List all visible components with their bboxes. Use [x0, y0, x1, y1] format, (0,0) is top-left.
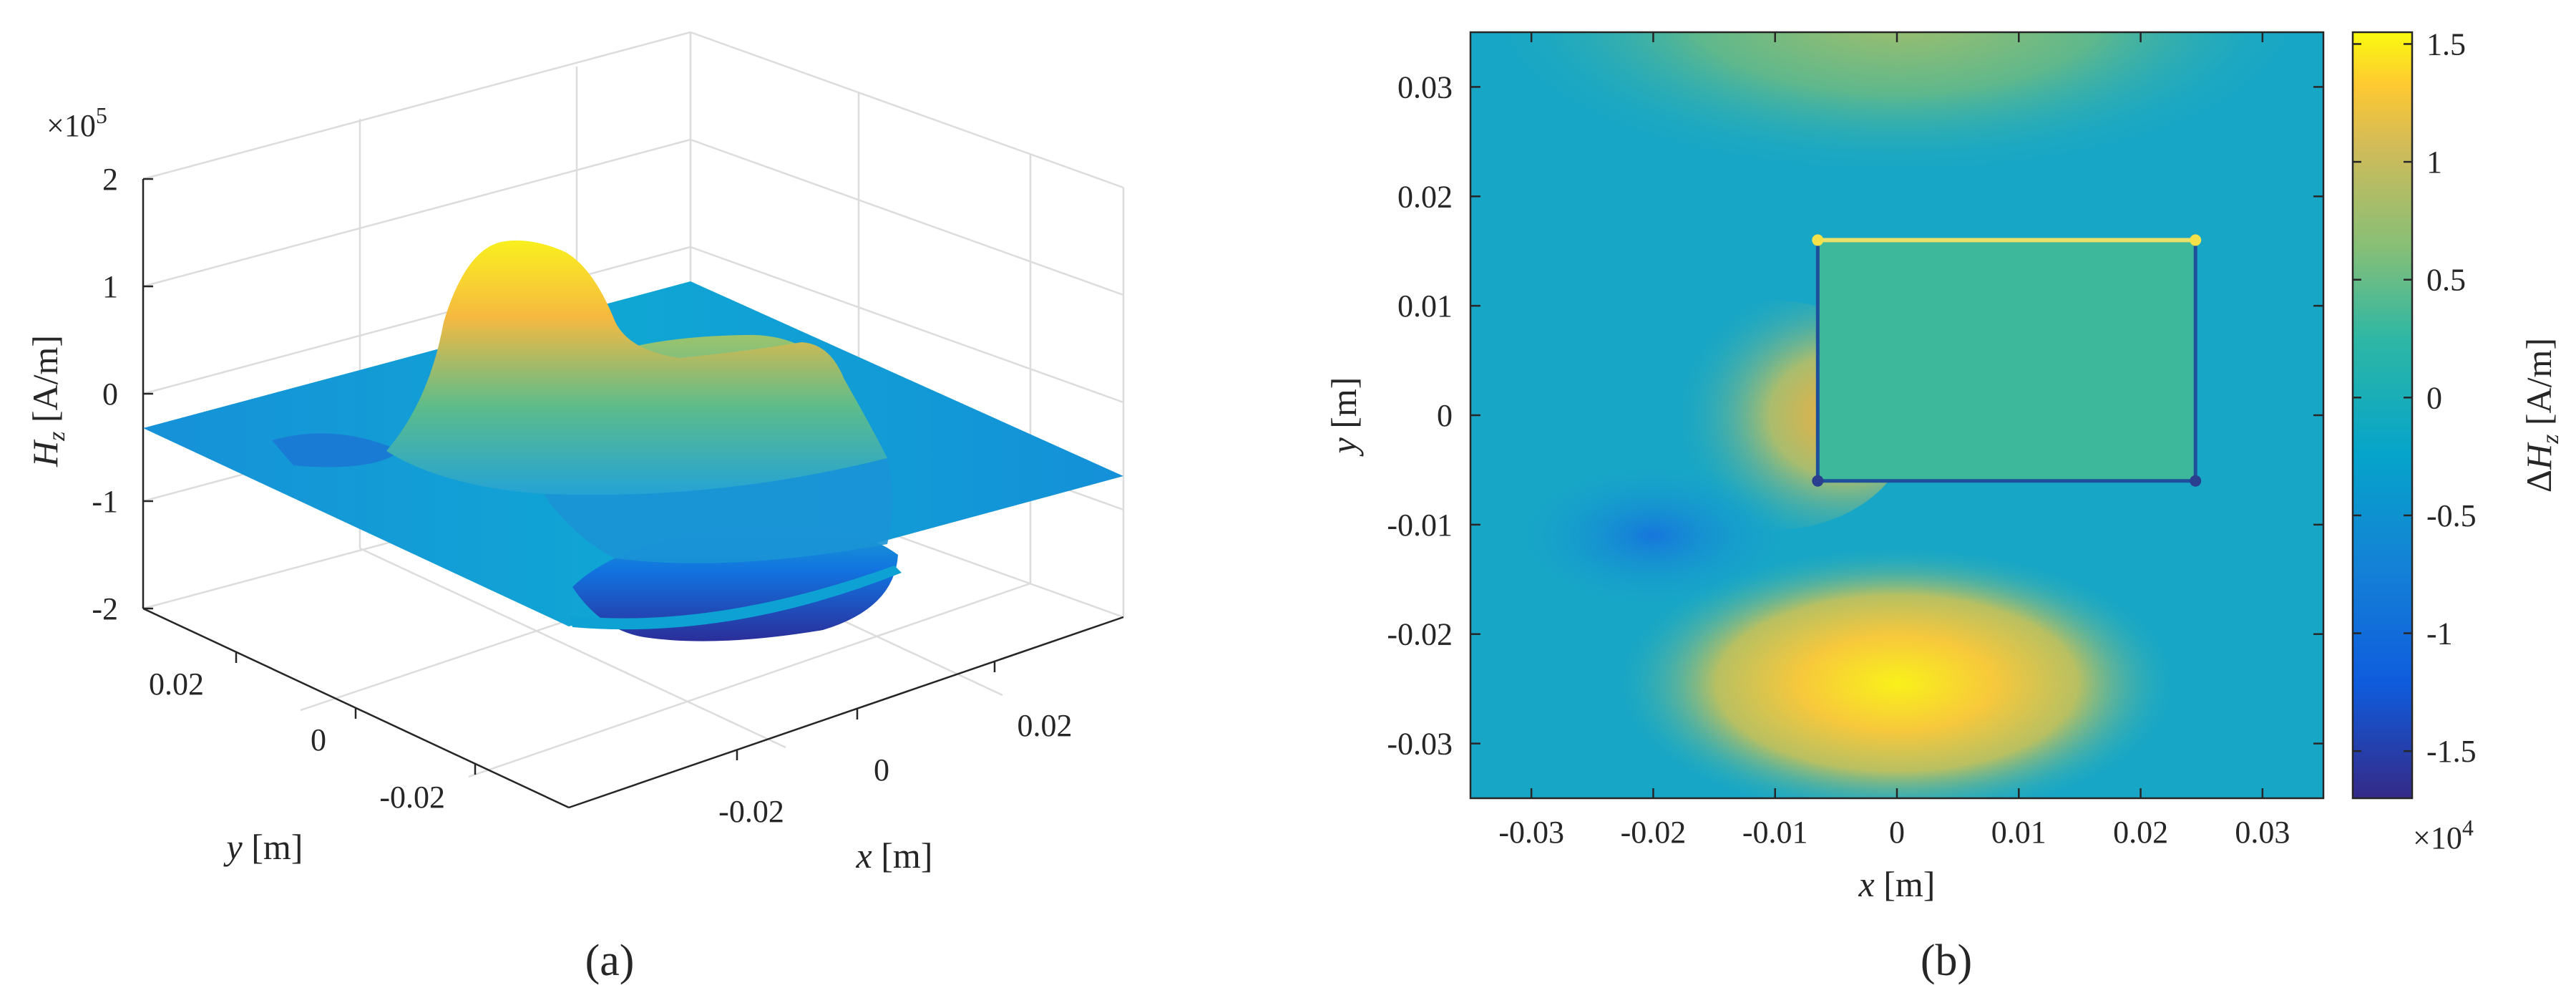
- y-tick-label: 0: [1437, 398, 1453, 433]
- heatmap-x-axis-label: x [m]: [1858, 864, 1936, 904]
- heatmap-y-ticks: 0.03 0.02 0.01 0 -0.01 -0.02 -0.03: [1387, 69, 2323, 762]
- colorbar-tick-label: -0.5: [2426, 498, 2477, 533]
- heatmap-feature-left-low: [1514, 462, 1792, 609]
- rectangle-corner: [1812, 475, 1824, 487]
- colorbar-tick-label: -1: [2426, 616, 2453, 651]
- y-tick-label: -0.01: [1387, 508, 1453, 543]
- y-tick-label: 0.02: [149, 667, 204, 702]
- surface: [143, 240, 1123, 641]
- rectangle-corner: [2190, 475, 2202, 487]
- surface-left-dip: [272, 433, 401, 467]
- x-ticks: -0.02 0 0.02: [718, 662, 1073, 829]
- colorbar-tick-label: 1.5: [2426, 26, 2466, 62]
- y-tick-label: 0.02: [1397, 179, 1453, 214]
- x-tick-label: 0.02: [2113, 815, 2168, 850]
- y-tick-label: -0.02: [1387, 617, 1453, 652]
- y-tick-label: -0.02: [379, 780, 445, 815]
- z-axis-label: Hz [A/m]: [25, 335, 70, 467]
- z-ticks: 2 1 0 -1 -2: [92, 162, 153, 626]
- y-axis-label: y [m]: [223, 827, 303, 867]
- x-tick-label: -0.03: [1498, 815, 1564, 850]
- heatmap: [1470, 32, 2323, 798]
- panel-a: 2 1 0 -1 -2 ×105 0.02 0 -0.02 -0.0: [25, 31, 1125, 985]
- y-tick-label: -0.03: [1387, 727, 1453, 762]
- colorbar-tick-label: -1.5: [2426, 734, 2477, 769]
- colorbar-tick-label: 1: [2426, 145, 2442, 180]
- panel-b: -0.03 -0.02 -0.01 0 0.01 0.02 0.03 0.030.020.0…: [1324, 26, 2564, 985]
- x-tick-label: 0: [874, 752, 889, 788]
- heatmap-feature-top-hotspot: [1483, 32, 2311, 177]
- surface-trough-rim: [569, 566, 902, 630]
- colorbar: [2351, 31, 2414, 800]
- panel-label-b: (b): [1921, 936, 1972, 985]
- heatmap-rectangle: [1815, 238, 2197, 483]
- x-tick-label: -0.02: [718, 794, 784, 829]
- colorbar-tick-label: 0.5: [2426, 263, 2466, 298]
- y-ticks: 0.02 0 -0.02: [149, 652, 477, 815]
- heatmap-x-ticks: -0.03 -0.02 -0.01 0 0.01 0.02 0.03: [1498, 32, 2290, 850]
- y-tick-label: 0.01: [1397, 289, 1453, 324]
- panel-label-a: (a): [585, 936, 635, 985]
- z-tick-label: -1: [92, 484, 118, 519]
- x-tick-label: 0.03: [2235, 815, 2290, 850]
- z-tick-label: 0: [102, 377, 118, 412]
- heatmap-y-axis-label: y [m]: [1324, 377, 1364, 457]
- colorbar-label: ΔHz [A/m]: [2519, 338, 2564, 493]
- z-tick-label: 2: [102, 162, 118, 197]
- heatmap-rectangle-highlight: [1812, 234, 2202, 487]
- x-tick-label: -0.01: [1742, 815, 1808, 850]
- colorbar-ticks: 1.5 1 0.5 0 -0.5 -1 -1.5: [2353, 26, 2477, 769]
- x-tick-label: 0: [1889, 815, 1905, 850]
- z-tick-label: 1: [102, 269, 118, 304]
- heatmap-feature-bottom-hotspot: [1619, 548, 2175, 798]
- x-tick-label: -0.02: [1621, 815, 1687, 850]
- rectangle-corner: [2190, 234, 2202, 246]
- x-axis-label: x [m]: [856, 835, 933, 876]
- heatmap-features: [1483, 32, 2311, 798]
- z-scale-label: ×105: [47, 102, 107, 143]
- colorbar-tick-label: 0: [2426, 380, 2442, 415]
- rectangle-corner: [1812, 234, 1824, 246]
- z-tick-label: -2: [92, 591, 118, 626]
- x-tick-label: 0.01: [1991, 815, 2046, 850]
- y-tick-label: 0: [311, 722, 326, 757]
- y-tick-label: 0.03: [1397, 69, 1453, 105]
- colorbar-scale-label: ×104: [2413, 815, 2474, 856]
- x-tick-label: 0.02: [1018, 708, 1073, 743]
- surface-front-face: [544, 458, 893, 563]
- surface-peak: [386, 240, 887, 495]
